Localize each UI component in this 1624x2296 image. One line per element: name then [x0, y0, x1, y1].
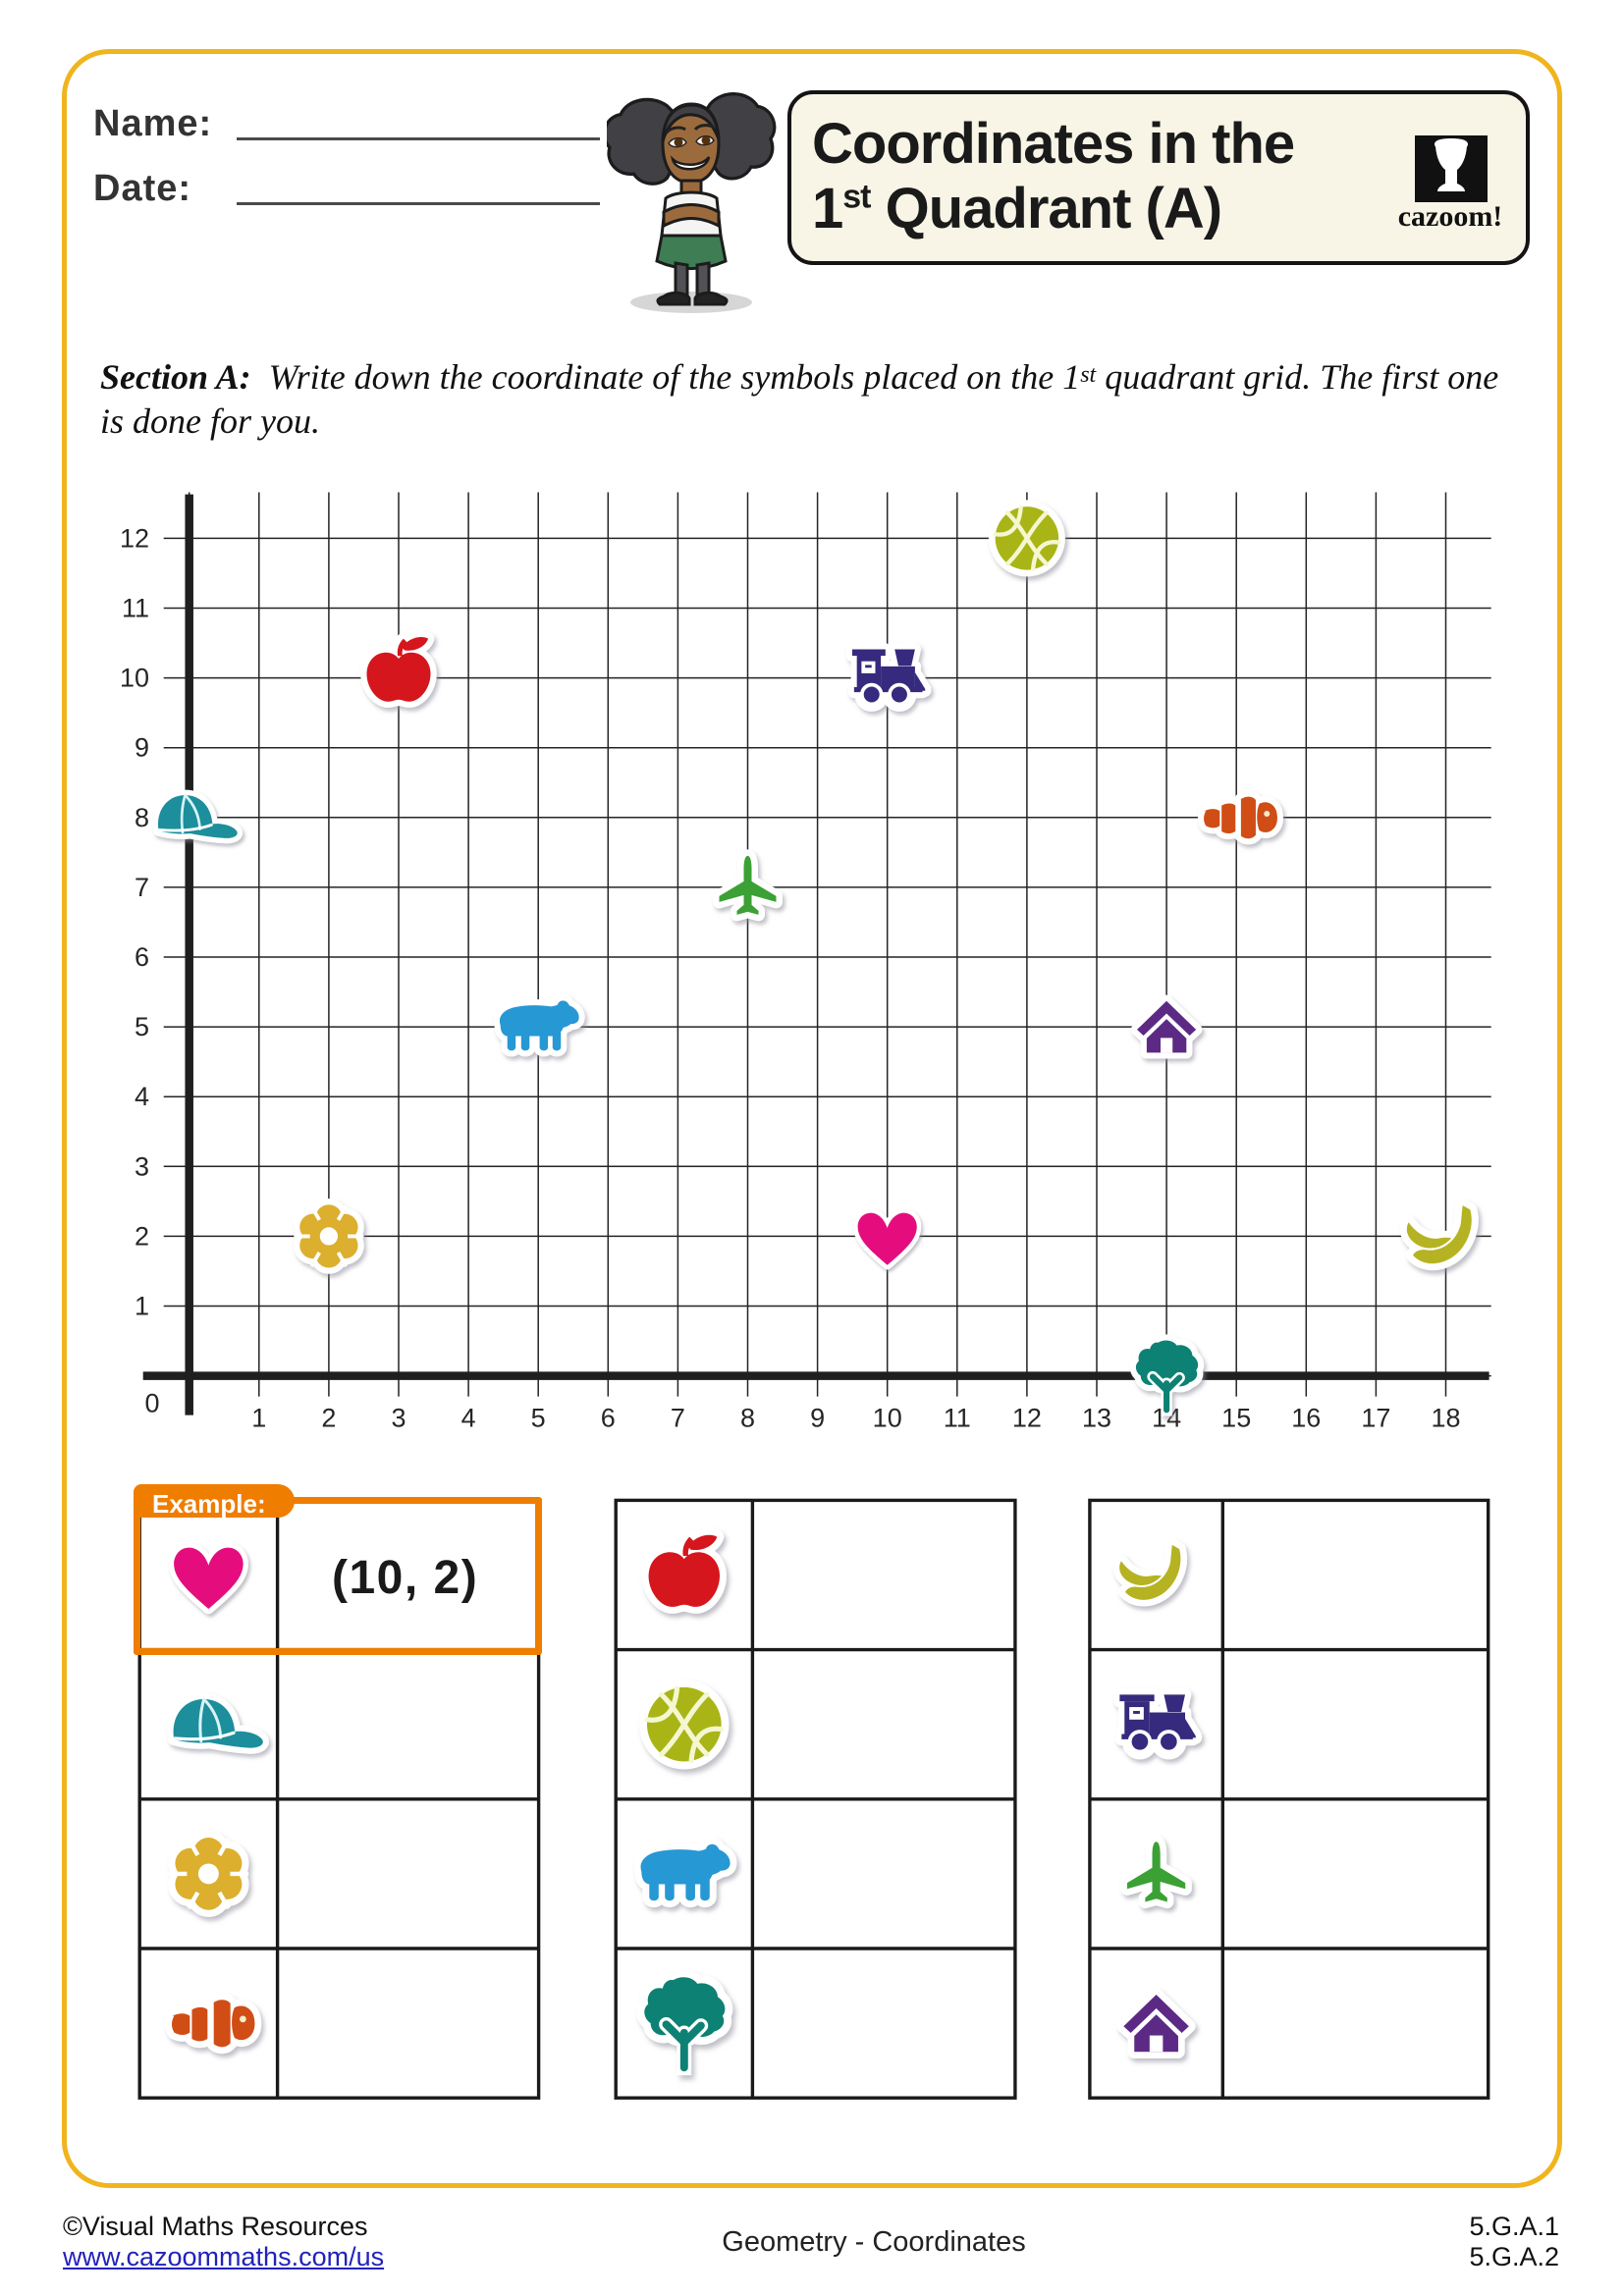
- svg-text:12: 12: [120, 523, 149, 553]
- svg-text:10: 10: [120, 664, 149, 693]
- svg-text:7: 7: [671, 1404, 685, 1433]
- svg-text:6: 6: [135, 942, 149, 972]
- svg-text:7: 7: [135, 873, 149, 902]
- svg-text:3: 3: [391, 1404, 406, 1433]
- svg-text:9: 9: [810, 1404, 825, 1433]
- svg-text:8: 8: [135, 803, 149, 832]
- svg-text:3: 3: [135, 1151, 149, 1181]
- svg-text:16: 16: [1291, 1404, 1321, 1433]
- svg-text:1: 1: [135, 1292, 149, 1321]
- svg-text:10: 10: [873, 1404, 902, 1433]
- svg-text:6: 6: [601, 1404, 616, 1433]
- svg-text:1: 1: [251, 1404, 266, 1433]
- svg-text:0: 0: [144, 1389, 159, 1418]
- svg-text:11: 11: [122, 594, 149, 623]
- svg-text:4: 4: [461, 1404, 476, 1433]
- svg-text:9: 9: [135, 733, 149, 763]
- svg-text:12: 12: [1012, 1404, 1042, 1433]
- svg-text:2: 2: [321, 1404, 336, 1433]
- svg-text:4: 4: [135, 1082, 149, 1111]
- svg-text:17: 17: [1361, 1404, 1390, 1433]
- svg-text:2: 2: [135, 1221, 149, 1251]
- svg-text:13: 13: [1082, 1404, 1111, 1433]
- svg-text:8: 8: [740, 1404, 755, 1433]
- svg-text:5: 5: [135, 1012, 149, 1041]
- svg-text:15: 15: [1221, 1404, 1251, 1433]
- svg-text:18: 18: [1431, 1404, 1460, 1433]
- svg-text:5: 5: [531, 1404, 546, 1433]
- svg-text:11: 11: [944, 1404, 971, 1433]
